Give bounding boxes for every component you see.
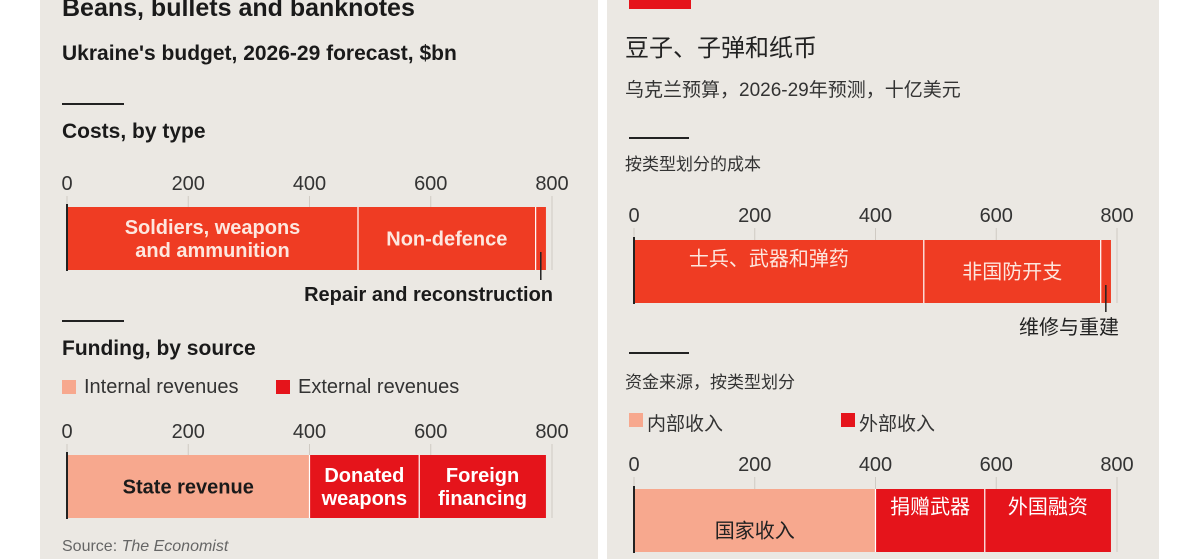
tick-label: 0 xyxy=(628,454,639,476)
bar-segment xyxy=(1100,240,1111,303)
source-name: The Economist xyxy=(121,538,229,555)
section-divider xyxy=(629,137,689,139)
legend-external-swatch xyxy=(276,380,290,394)
legend-internal-swatch xyxy=(629,413,643,427)
bar-segment xyxy=(984,489,1111,552)
tick-label: 600 xyxy=(980,205,1013,227)
tick-label: 0 xyxy=(61,421,72,443)
source-label: Source: xyxy=(62,538,122,555)
bar-label: Donated weapons xyxy=(321,465,408,510)
source-note: Source: The Economist xyxy=(62,538,228,556)
tick-label: 600 xyxy=(414,173,447,195)
chart-title-cn: 豆子、子弹和纸币 xyxy=(625,35,817,62)
tick-label: 200 xyxy=(172,173,205,195)
bar-segment xyxy=(875,489,985,552)
tick-label: 200 xyxy=(738,454,771,476)
legend-internal-label: Internal revenues xyxy=(84,376,239,398)
funding-heading-cn: 资金来源，按类型划分 xyxy=(625,373,795,392)
section-divider xyxy=(62,103,124,105)
tick-label: 400 xyxy=(859,454,892,476)
bar-label: State revenue xyxy=(123,477,254,499)
funding-heading: Funding, by source xyxy=(62,337,256,360)
bar-segment xyxy=(419,455,546,518)
tick-label: 800 xyxy=(535,173,568,195)
costs-heading-cn: 按类型划分的成本 xyxy=(625,155,761,174)
bar-segment xyxy=(923,240,1101,303)
chinese-chart-panel: 豆子、子弹和纸币 乌克兰预算，2026-29年预测，十亿美元 按类型划分的成本 … xyxy=(607,0,1159,559)
english-chart-panel: Beans, bullets and banknotes Ukraine's b… xyxy=(40,0,598,559)
section-divider xyxy=(629,352,689,354)
tick-label: 800 xyxy=(1100,205,1133,227)
chart-subtitle-cn: 乌克兰预算，2026-29年预测，十亿美元 xyxy=(625,80,961,101)
red-accent-bar xyxy=(629,0,691,9)
tick-label: 200 xyxy=(172,421,205,443)
bar-label: 捐赠武器 xyxy=(890,496,970,519)
legend-internal-label-cn: 内部收入 xyxy=(647,414,724,435)
chart-subtitle: Ukraine's budget, 2026-29 forecast, $bn xyxy=(62,42,457,65)
tick-label: 400 xyxy=(859,205,892,227)
legend-external-label-cn: 外部收入 xyxy=(859,414,936,435)
bar-segment xyxy=(309,455,420,518)
tick-label: 800 xyxy=(1100,454,1133,476)
bar-segment xyxy=(67,455,310,518)
tick-label: 200 xyxy=(738,205,771,227)
bar-segment xyxy=(535,207,546,270)
tick-label: 400 xyxy=(293,421,326,443)
tick-label: 0 xyxy=(628,205,639,227)
legend-external-label: External revenues xyxy=(298,376,460,398)
bar-label: 士兵、武器和弹药 xyxy=(689,248,849,271)
legend-external-swatch xyxy=(841,413,855,427)
chart-title: Beans, bullets and banknotes xyxy=(62,0,415,22)
bar-segment xyxy=(634,240,924,303)
tick-label: 600 xyxy=(414,421,447,443)
costs-heading: Costs, by type xyxy=(62,120,206,143)
tick-label: 600 xyxy=(980,454,1013,476)
legend-internal-swatch xyxy=(62,380,76,394)
tick-label: 400 xyxy=(293,173,326,195)
bar-label: 国家收入 xyxy=(715,520,795,543)
bar-label: Soldiers, weapons and ammunition xyxy=(125,217,301,262)
bar-segment xyxy=(67,207,358,270)
repair-label: 维修与重建 xyxy=(1019,316,1119,339)
bar-label: Foreign financing xyxy=(438,465,527,510)
bar-segment xyxy=(358,207,536,270)
bar-label: 外国融资 xyxy=(1008,496,1088,519)
tick-label: 800 xyxy=(535,421,568,443)
bar-label: Non-defence xyxy=(386,229,507,251)
section-divider xyxy=(62,320,124,322)
bar-segment xyxy=(634,489,876,552)
tick-label: 0 xyxy=(61,173,72,195)
english-bar-charts: 0 200 400 600 800 Soldiers, weapons and ammuni… xyxy=(61,173,569,519)
repair-label: Repair and reconstruction xyxy=(304,284,553,306)
bar-label: 非国防开支 xyxy=(962,261,1062,284)
